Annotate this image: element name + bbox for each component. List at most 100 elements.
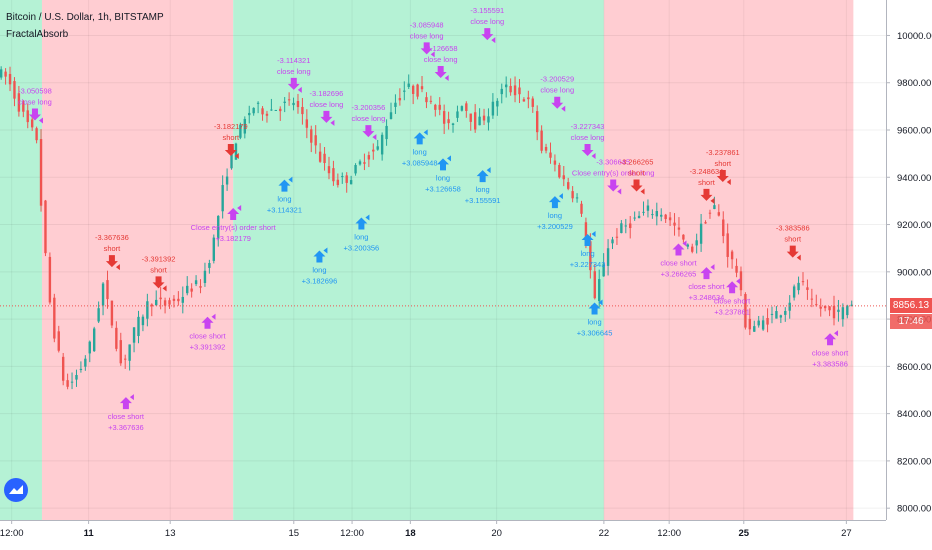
candle-body bbox=[788, 302, 791, 311]
candle-body bbox=[589, 241, 592, 271]
marker-label: -3.126658 bbox=[424, 44, 458, 53]
candle-body bbox=[429, 100, 433, 102]
candle-body bbox=[846, 305, 849, 316]
candle-body bbox=[425, 97, 428, 103]
marker-flag-icon bbox=[115, 264, 120, 271]
x-tick-label: 11 bbox=[84, 528, 95, 539]
marker-flag-icon bbox=[640, 188, 645, 195]
candle-body bbox=[447, 119, 450, 124]
candle-body bbox=[469, 113, 472, 122]
marker-label: short bbox=[150, 265, 168, 274]
arrow-up-icon bbox=[313, 250, 326, 263]
candle-body bbox=[611, 239, 614, 244]
marker-flag-icon bbox=[710, 197, 715, 204]
candle-body bbox=[522, 99, 526, 102]
x-tick-label: 22 bbox=[599, 528, 610, 539]
trade-marker-16: long +3.126658 bbox=[425, 155, 461, 193]
marker-label: -3.227343 bbox=[571, 122, 605, 131]
candle-body bbox=[704, 222, 707, 224]
candle-body bbox=[106, 280, 109, 300]
marker-flag-icon bbox=[444, 75, 449, 81]
marker-label: -3.367636 bbox=[95, 233, 129, 242]
candle-body bbox=[717, 212, 721, 216]
arrow-down-icon bbox=[420, 42, 433, 55]
candle-body bbox=[624, 225, 627, 227]
arrow-up-icon bbox=[355, 217, 368, 230]
candle-body bbox=[465, 103, 468, 111]
candle-body bbox=[819, 306, 822, 309]
trade-marker-5: -3.182179 short bbox=[214, 122, 248, 159]
candle-body bbox=[540, 130, 543, 151]
marker-flag-icon bbox=[561, 105, 566, 112]
candle-body bbox=[146, 301, 149, 319]
candle-body bbox=[203, 270, 207, 284]
candle-body bbox=[354, 165, 357, 174]
candle-body bbox=[677, 227, 681, 230]
candle-body bbox=[655, 210, 659, 217]
candle-body bbox=[407, 83, 410, 87]
marker-flag-icon bbox=[486, 167, 491, 174]
candle-body bbox=[327, 166, 331, 174]
candle-body bbox=[668, 217, 672, 221]
marker-flag-icon bbox=[796, 254, 801, 261]
candle-body bbox=[137, 316, 140, 337]
marker-label: short bbox=[104, 244, 122, 253]
candle-body bbox=[150, 304, 153, 307]
indicator-name[interactable]: FractalAbsorb bbox=[6, 29, 69, 40]
candle-body bbox=[598, 279, 601, 302]
marker-flag-icon bbox=[288, 176, 293, 183]
candle-body bbox=[35, 128, 38, 141]
arrow-up-icon bbox=[824, 333, 837, 346]
trade-markers: -3.050598 close long -3.367636 short close s… bbox=[18, 6, 849, 432]
candle-body bbox=[841, 307, 845, 320]
candle-body bbox=[620, 223, 623, 234]
candle-body bbox=[270, 109, 273, 111]
marker-flag-icon bbox=[365, 214, 370, 221]
candle-body bbox=[115, 327, 118, 349]
arrow-up-icon bbox=[700, 267, 713, 280]
candle-body bbox=[784, 310, 787, 315]
marker-label: close long bbox=[424, 55, 458, 64]
marker-label: Close entry(s) order short bbox=[191, 223, 277, 232]
trade-marker-11: -3.200356 close long bbox=[351, 103, 385, 141]
candle-body bbox=[434, 104, 437, 110]
marker-label: +3.182179 bbox=[215, 234, 251, 243]
candle-body bbox=[757, 320, 760, 326]
trade-marker-14: long +3.085948 bbox=[402, 129, 438, 167]
tradingview-logo-icon[interactable] bbox=[4, 478, 28, 502]
candle-body bbox=[673, 222, 676, 226]
marker-label: -3.200529 bbox=[540, 75, 574, 84]
trade-marker-7: -3.114321 close long bbox=[277, 56, 311, 93]
candle-body bbox=[531, 98, 534, 107]
candle-body bbox=[748, 318, 752, 330]
candle-body bbox=[314, 135, 317, 146]
marker-flag-icon bbox=[736, 278, 741, 285]
arrow-down-icon bbox=[607, 179, 620, 192]
marker-label: -3.391392 bbox=[142, 254, 176, 263]
candle-body bbox=[806, 287, 809, 290]
marker-label: +3.367636 bbox=[108, 423, 144, 432]
candle-body bbox=[132, 327, 136, 343]
candle-body bbox=[367, 155, 371, 160]
marker-flag-icon bbox=[491, 37, 496, 44]
marker-label: close short bbox=[108, 412, 145, 421]
candle-body bbox=[544, 146, 548, 151]
candle-body bbox=[549, 152, 552, 158]
marker-label: short bbox=[784, 235, 802, 244]
arrow-down-icon bbox=[105, 255, 118, 268]
candle-body bbox=[478, 116, 481, 126]
marker-label: long bbox=[354, 232, 368, 241]
candle-body bbox=[451, 123, 455, 126]
candle-body bbox=[53, 297, 56, 339]
marker-label: -3.200356 bbox=[351, 103, 385, 112]
candle-body bbox=[797, 282, 800, 291]
trade-marker-1: -3.367636 short bbox=[95, 233, 129, 271]
marker-label: +3.085948 bbox=[402, 158, 438, 167]
candle-body bbox=[274, 109, 278, 111]
candle-body bbox=[22, 101, 25, 112]
candle-body bbox=[97, 308, 100, 322]
candle-body bbox=[411, 85, 415, 94]
candle-body bbox=[509, 85, 512, 93]
marker-label: -3.182696 bbox=[310, 89, 344, 98]
